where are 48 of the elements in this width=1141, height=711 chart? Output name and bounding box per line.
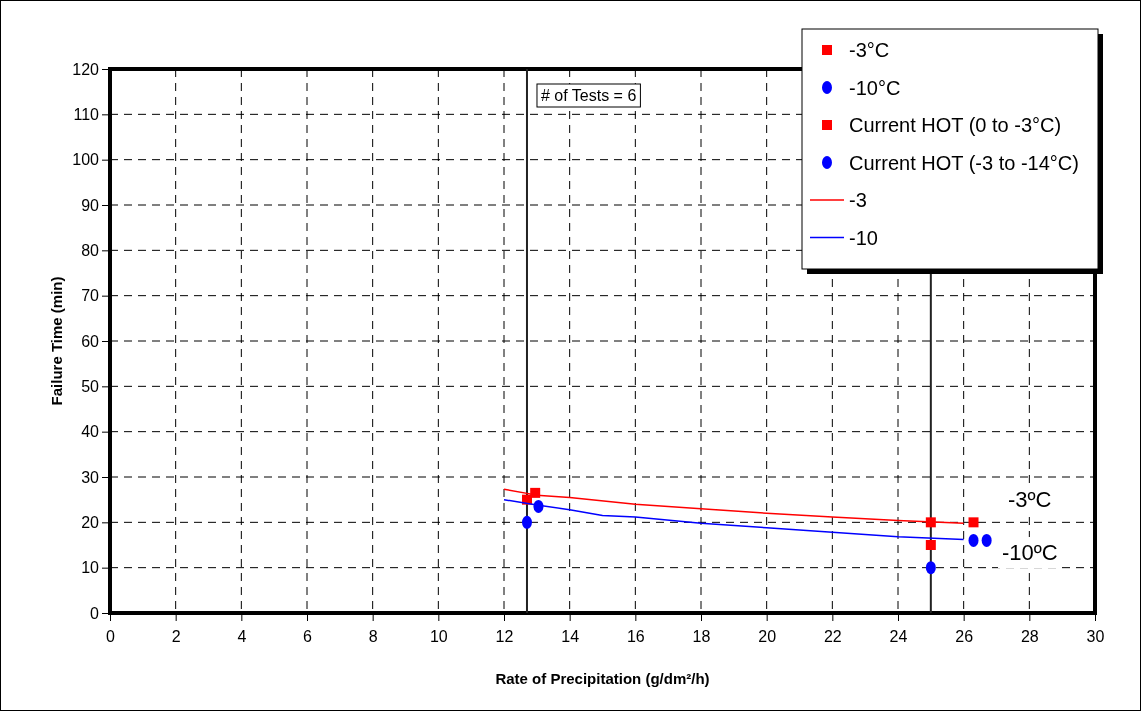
x-tick-label: 2 xyxy=(171,627,181,645)
legend-label: -10°C xyxy=(849,76,901,99)
y-tick-label: 120 xyxy=(72,60,100,78)
y-tick-label: 90 xyxy=(81,196,100,214)
annotation: -10ºC xyxy=(1002,540,1058,565)
point xyxy=(925,540,936,550)
y-axis-title: Failure Time (min) xyxy=(48,276,65,406)
line-series xyxy=(503,488,965,524)
x-tick-label: 12 xyxy=(495,627,514,645)
legend-label: Current HOT (0 to -3°C) xyxy=(849,114,1062,136)
y-tick-label: 50 xyxy=(81,377,100,395)
x-tick-label: 16 xyxy=(626,627,645,645)
point xyxy=(968,517,979,528)
y-tick-label: 20 xyxy=(81,513,100,531)
annotation: -3ºC xyxy=(1008,487,1052,512)
y-tick-label: 80 xyxy=(81,241,100,259)
point xyxy=(968,533,979,547)
legend-label: -10 xyxy=(849,226,878,249)
x-tick-label: 6 xyxy=(303,627,313,645)
x-tick-label: 0 xyxy=(106,627,116,645)
x-tick-label: 20 xyxy=(758,627,777,645)
y-tick-label: 10 xyxy=(81,559,100,577)
x-tick-label: 30 xyxy=(1086,627,1105,645)
point xyxy=(925,561,936,575)
y-tick-label: 60 xyxy=(81,332,100,350)
x-axis-title: Rate of Precipitation (g/dm²/h) xyxy=(495,670,710,687)
y-tick-label: 110 xyxy=(73,105,100,123)
legend-label: -3 xyxy=(849,189,867,211)
y-tick-label: 100 xyxy=(72,151,100,169)
x-tick-label: 10 xyxy=(429,627,448,645)
point xyxy=(981,533,992,547)
x-tick-label: 4 xyxy=(237,627,247,645)
x-tick-label: 24 xyxy=(889,627,908,645)
x-tick-label: 8 xyxy=(368,627,378,645)
legend-label: -3°C xyxy=(849,39,890,61)
x-tick-label: 18 xyxy=(692,627,711,645)
x-tick-label: 22 xyxy=(823,627,842,645)
x-tick-label: 14 xyxy=(561,627,580,645)
y-tick-label: 30 xyxy=(81,468,100,486)
line-series xyxy=(503,498,965,541)
point xyxy=(521,515,532,529)
y-tick-label: 70 xyxy=(81,287,100,305)
annotation: # of Tests = 6 xyxy=(540,87,637,104)
x-tick-label: 26 xyxy=(955,627,974,645)
y-tick-label: 40 xyxy=(81,423,100,441)
x-tick-label: 28 xyxy=(1020,627,1039,645)
legend-label: Current HOT (-3 to -14°C) xyxy=(849,151,1079,174)
y-tick-label: 0 xyxy=(90,604,100,622)
